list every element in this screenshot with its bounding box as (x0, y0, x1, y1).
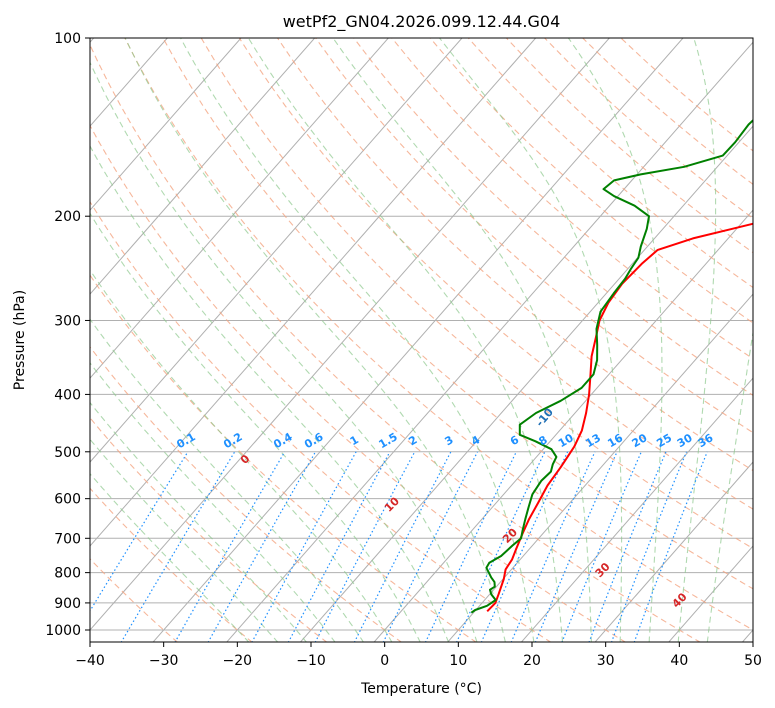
isotherm-line (90, 38, 316, 295)
y-tick-label: 300 (54, 313, 81, 329)
dry-adiabat-line (90, 274, 477, 642)
moist-adiabat-line (567, 38, 663, 642)
isotherm-line (90, 38, 537, 547)
mixing-ratio-lines (90, 451, 708, 642)
mixing-ratio-line (480, 451, 569, 642)
dry-adiabat-line (90, 558, 179, 642)
moist-adiabat-line (90, 401, 308, 642)
y-tick-label: 600 (54, 492, 81, 508)
moist-adiabat-line (90, 61, 478, 642)
dewpoint-profile-line (470, 119, 753, 614)
moist-adiabats (90, 38, 753, 642)
dry-adiabat-line (124, 38, 753, 631)
moist-adiabat-line (90, 212, 421, 642)
isobar-grid (90, 38, 753, 631)
mixing-ratio-line (633, 451, 708, 642)
temperature-profile-line (486, 222, 753, 612)
x-tick-label: −40 (75, 653, 105, 669)
chart-title: wetPf2_GN04.2026.099.12.44.G04 (283, 12, 561, 32)
moist-adiabat-line (180, 38, 535, 642)
x-tick-label: 10 (449, 653, 467, 669)
x-axis-label: Temperature (°C) (360, 681, 482, 697)
dry-adiabat-line (90, 487, 253, 642)
y-tick-label: 900 (54, 596, 81, 612)
x-tick-label: 0 (380, 653, 389, 669)
x-tick-label: 50 (744, 653, 762, 669)
moist-adiabat-line (90, 144, 450, 642)
x-axis-ticks: −40 −30 −20 −10 0 10 20 30 40 50 (75, 642, 762, 669)
mixing-ratio-line (207, 451, 317, 642)
mixing-ratio-line (382, 451, 479, 642)
dry-adiabat-line (90, 416, 328, 642)
isotherm-line (594, 461, 753, 642)
moist-adiabat-line (90, 362, 336, 642)
moist-adiabat-line (439, 38, 623, 642)
plot-area: 0.10.20.40.611.52346810131620253036-100-… (90, 38, 753, 642)
dry-adiabat-line (277, 38, 753, 472)
x-tick-label: 20 (523, 653, 541, 669)
y-tick-label: 200 (54, 209, 81, 225)
dry-adiabat-line (467, 38, 753, 289)
moist-adiabat-line (90, 438, 279, 642)
moist-adiabat-line (90, 472, 250, 642)
x-tick-label: −30 (149, 653, 179, 669)
dry-adiabat-line (200, 38, 753, 550)
plot-frame (89, 37, 754, 643)
x-tick-label: 40 (670, 653, 688, 669)
x-tick-label: 30 (597, 653, 615, 669)
mixing-ratio-line (90, 451, 189, 612)
moist-adiabat-line (247, 38, 564, 642)
isotherm-line (373, 209, 753, 642)
x-tick-label: −20 (223, 653, 253, 669)
mixing-ratio-line (251, 451, 357, 642)
isotherm-line (90, 38, 389, 379)
dry-adiabat-line (90, 200, 552, 642)
isotherm-line (447, 293, 753, 642)
y-tick-label: 1000 (45, 623, 81, 639)
y-axis-label: Pressure (hPa) (12, 290, 28, 390)
isotherm-grid (90, 38, 753, 642)
moist-adiabat-line (90, 318, 365, 642)
dry-adiabat-line (315, 38, 753, 434)
y-tick-label: 800 (54, 566, 81, 582)
y-axis-ticks: 100 200 300 400 500 600 700 800 900 1000 (45, 31, 90, 639)
isotherm-line (152, 38, 684, 642)
dry-adiabat-line (238, 38, 753, 510)
x-tick-label: −10 (296, 653, 326, 669)
mixing-ratio-line (610, 451, 688, 642)
isotherm-line (90, 38, 242, 211)
mixing-ratio-line (287, 451, 391, 642)
isotherm-line (90, 38, 463, 463)
moist-adiabat-line (332, 38, 592, 642)
dry-adiabat-line (90, 43, 701, 642)
y-tick-label: 500 (54, 445, 81, 461)
moist-adiabat-line (677, 38, 717, 642)
isotherm-line (226, 41, 753, 642)
mixing-ratio-line (353, 451, 452, 642)
mixing-ratio-line (588, 451, 667, 642)
y-tick-label: 700 (54, 531, 81, 547)
y-tick-label: 100 (54, 31, 81, 47)
dry-adiabat-line (162, 38, 753, 590)
sounding-profiles (470, 119, 753, 614)
isotherm-line (520, 377, 753, 642)
dry-adiabat-line (90, 346, 403, 642)
isotherm-line (90, 38, 610, 631)
mixing-ratio-line (510, 451, 596, 642)
moist-adiabat-line (706, 329, 753, 642)
y-tick-label: 400 (54, 387, 81, 403)
mixing-ratio-line (534, 451, 618, 642)
mixing-ratio-line (561, 451, 642, 642)
dry-adiabats (90, 38, 753, 642)
